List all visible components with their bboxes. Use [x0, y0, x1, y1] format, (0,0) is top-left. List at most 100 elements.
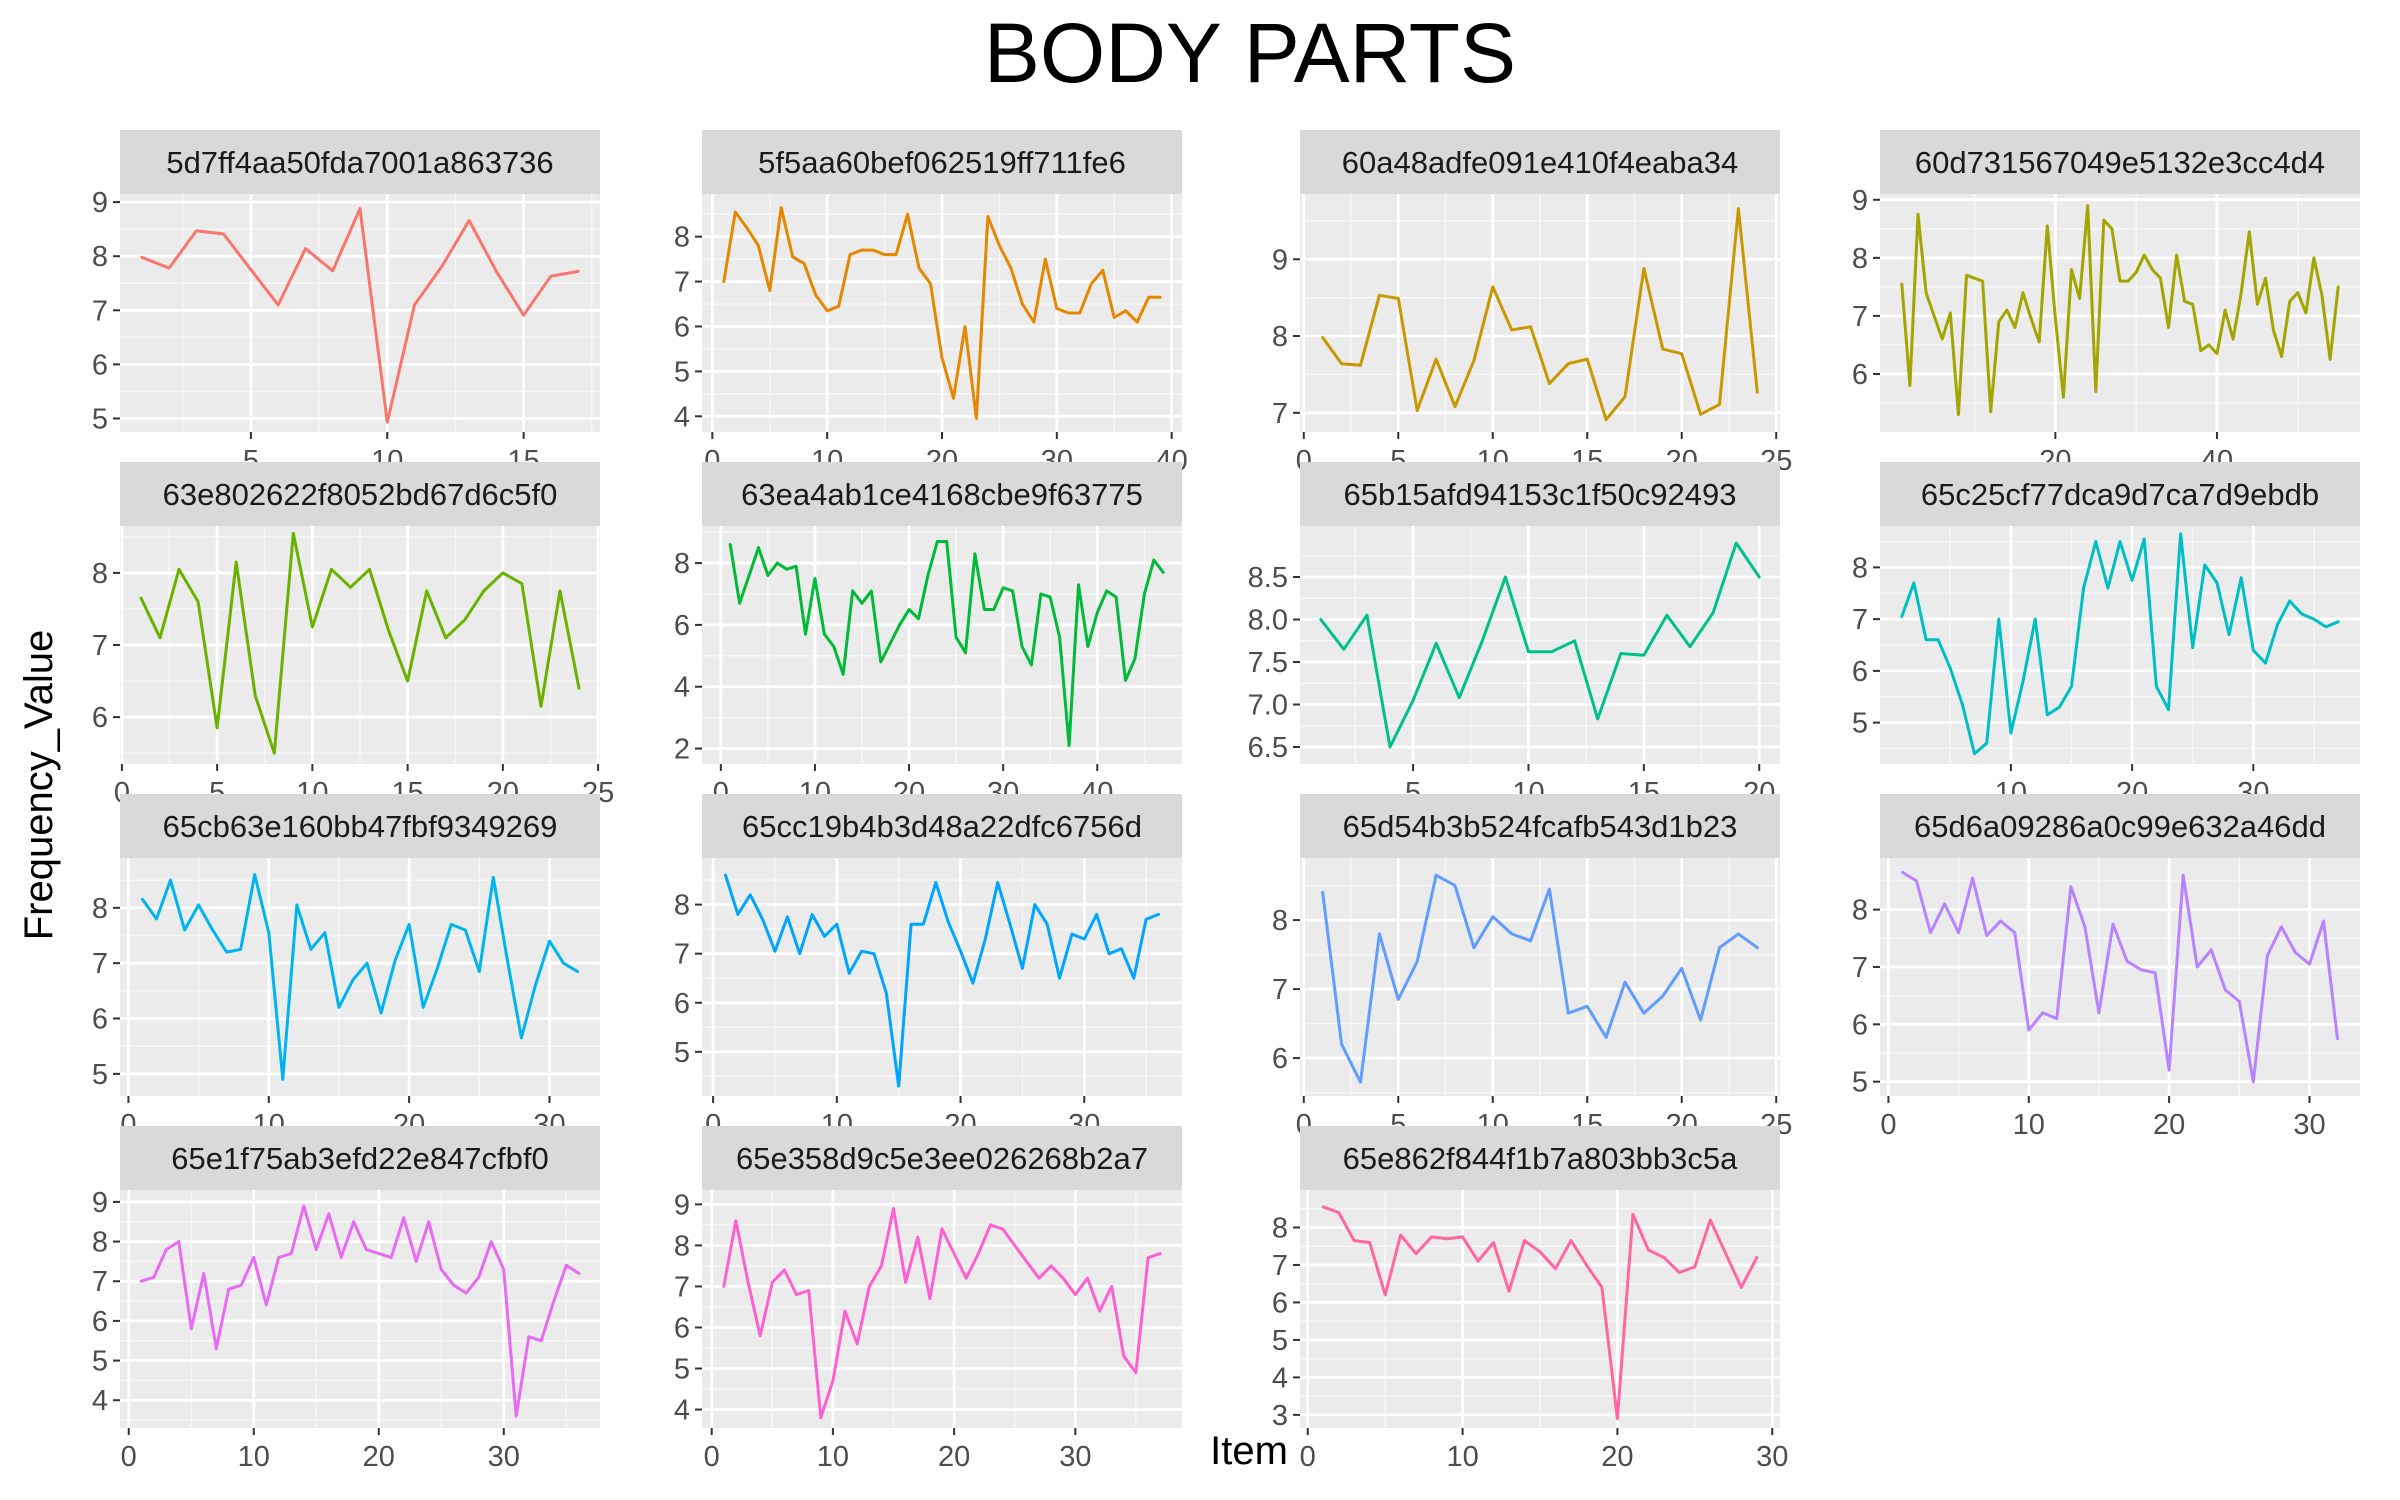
y-tick-label: 6	[674, 610, 690, 642]
y-tick-label: 8	[674, 548, 690, 580]
y-tick-label: 8	[1272, 1212, 1288, 1244]
y-tick-label: 8	[92, 241, 108, 273]
facet-strip	[1300, 1126, 1780, 1190]
facet-strip-label: 65e862f844f1b7a803bb3c5a	[1343, 1141, 1739, 1176]
y-tick-label: 5	[674, 1037, 690, 1069]
y-tick-label: 6	[92, 1004, 108, 1036]
y-tick-label: 5	[1272, 1325, 1288, 1357]
facet-strip-label: 65cc19b4b3d48a22dfc6756d	[742, 809, 1142, 844]
y-tick-label: 5	[92, 1059, 108, 1091]
facet-panel: 65e358d9c5e3ee026268b2a7 0 10 20 30 4 5 6 7 8 9	[674, 1126, 1182, 1473]
y-tick-label: 8.0	[1248, 605, 1288, 637]
series-line	[728, 540, 1165, 747]
y-tick-label: 7	[1852, 604, 1868, 636]
y-tick-label: 9	[1272, 244, 1288, 276]
y-tick-label: 7	[92, 1266, 108, 1298]
y-tick-label: 7	[1852, 952, 1868, 984]
y-axis-label: Frequency_Value	[17, 630, 61, 941]
facet-strip	[120, 794, 600, 858]
y-tick-label: 9	[674, 1189, 690, 1221]
series-line	[139, 531, 581, 755]
x-axis-label: Item	[1210, 1429, 1288, 1473]
series-line	[1900, 204, 2340, 417]
y-tick-label: 8	[674, 890, 690, 922]
facet-strip-label: 5f5aa60bef062519ff711fe6	[758, 145, 1126, 180]
y-tick-label: 6	[92, 702, 108, 734]
x-tick-label: 30	[488, 1441, 520, 1473]
y-tick-label: 4	[674, 672, 690, 704]
facet-strip	[702, 1126, 1182, 1190]
y-tick-label: 4	[674, 401, 690, 433]
y-tick-label: 5	[1852, 708, 1868, 740]
y-tick-label: 7	[1852, 301, 1868, 333]
y-tick-label: 6	[1272, 1287, 1288, 1319]
y-tick-label: 7	[674, 1271, 690, 1303]
facet-strip-label: 65d54b3b524fcafb543d1b23	[1343, 809, 1738, 844]
y-tick-label: 8	[674, 1230, 690, 1262]
facet-strip-label: 65cb63e160bb47fbf9349269	[163, 809, 558, 844]
y-tick-label: 8	[1852, 243, 1868, 275]
facet-strip-label: 63e802622f8052bd67d6c5f0	[163, 477, 558, 512]
y-tick-label: 5	[92, 403, 108, 435]
facet-strip	[702, 130, 1182, 194]
facet-strip	[1880, 794, 2360, 858]
y-tick-label: 8	[92, 1227, 108, 1259]
x-tick-label: 20	[363, 1441, 395, 1473]
x-tick-label: 10	[2013, 1109, 2045, 1141]
series-line	[1321, 873, 1759, 1084]
facet-strip	[1300, 130, 1780, 194]
panel-background	[702, 858, 1182, 1096]
series-line	[141, 873, 579, 1081]
panel-background	[1300, 526, 1780, 764]
x-tick-label: 20	[938, 1441, 970, 1473]
x-tick-label: 0	[704, 1441, 720, 1473]
series-line	[1900, 532, 2340, 756]
y-tick-label: 9	[92, 1187, 108, 1219]
panel-background	[120, 858, 600, 1096]
y-tick-label: 4	[674, 1395, 690, 1427]
panel-background	[1880, 858, 2360, 1096]
panel-background	[120, 194, 600, 432]
panel-background	[702, 1190, 1182, 1428]
facet-strip-label: 65c25cf77dca9d7ca7d9ebdb	[1921, 477, 2319, 512]
y-tick-label: 9	[92, 187, 108, 219]
y-tick-label: 6	[674, 1312, 690, 1344]
y-tick-label: 6	[92, 1306, 108, 1338]
x-tick-label: 20	[1601, 1441, 1633, 1473]
x-tick-label: 0	[1300, 1441, 1316, 1473]
series-line	[140, 207, 580, 424]
facet-strip-label: 60d731567049e5132e3cc4d4	[1915, 145, 2325, 180]
y-tick-label: 6	[1272, 1043, 1288, 1075]
y-tick-label: 5	[1852, 1067, 1868, 1099]
facet-strip-label: 65d6a09286a0c99e632a46dd	[1914, 809, 2326, 844]
y-tick-label: 8	[1272, 321, 1288, 353]
y-tick-label: 6	[92, 349, 108, 381]
series-line	[1321, 207, 1759, 422]
y-tick-label: 7	[92, 630, 108, 662]
facet-strip	[1300, 462, 1780, 526]
facet-strip	[120, 130, 600, 194]
panel-background	[120, 1190, 600, 1428]
x-tick-label: 30	[1756, 1441, 1788, 1473]
facet-strip	[120, 1126, 600, 1190]
facet-strip	[702, 794, 1182, 858]
y-tick-label: 6	[1852, 1009, 1868, 1041]
x-tick-label: 30	[2293, 1109, 2325, 1141]
facet-panel: 65e1f75ab3efd22e847cfbf0 0 10 20 30 4 5 6 7 8 9	[92, 1126, 600, 1473]
facet-strip	[1880, 130, 2360, 194]
y-tick-label: 9	[1852, 185, 1868, 217]
y-tick-label: 6	[1852, 359, 1868, 391]
y-tick-label: 8	[1852, 552, 1868, 584]
facet-strip	[1880, 462, 2360, 526]
y-tick-label: 6	[1852, 656, 1868, 688]
x-tick-label: 30	[1059, 1441, 1091, 1473]
y-tick-label: 4	[92, 1385, 108, 1417]
y-tick-label: 7.0	[1248, 690, 1288, 722]
facet-strip-label: 63ea4ab1ce4168cbe9f63775	[741, 477, 1143, 512]
x-tick-label: 0	[1880, 1109, 1896, 1141]
